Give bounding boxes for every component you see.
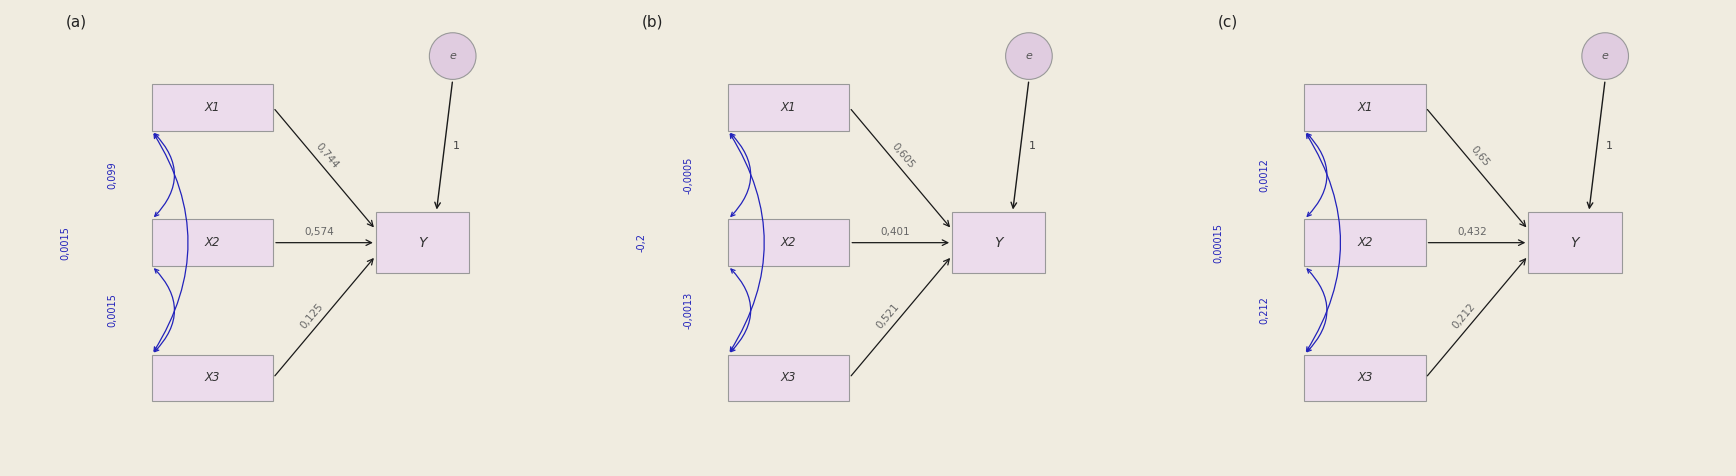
FancyBboxPatch shape bbox=[727, 219, 849, 266]
Text: 0,212: 0,212 bbox=[1451, 302, 1477, 331]
Text: X2: X2 bbox=[205, 236, 220, 249]
FancyArrowPatch shape bbox=[1307, 134, 1340, 351]
Text: 0,0015: 0,0015 bbox=[108, 293, 116, 327]
FancyArrowPatch shape bbox=[1307, 134, 1326, 217]
Text: -0,0013: -0,0013 bbox=[684, 292, 693, 329]
Text: X3: X3 bbox=[781, 371, 797, 385]
Text: 0,521: 0,521 bbox=[875, 302, 901, 331]
FancyArrowPatch shape bbox=[155, 134, 174, 217]
FancyBboxPatch shape bbox=[151, 84, 273, 131]
Text: X1: X1 bbox=[781, 101, 797, 114]
Text: 0,212: 0,212 bbox=[1260, 297, 1269, 324]
Circle shape bbox=[1005, 33, 1052, 79]
Text: X2: X2 bbox=[781, 236, 797, 249]
Text: (a): (a) bbox=[66, 14, 87, 29]
FancyArrowPatch shape bbox=[155, 269, 174, 352]
Text: 0,65: 0,65 bbox=[1469, 144, 1491, 168]
Text: -0,2: -0,2 bbox=[637, 233, 648, 252]
Text: 0,605: 0,605 bbox=[891, 141, 917, 170]
FancyArrowPatch shape bbox=[731, 269, 750, 352]
Text: 0,125: 0,125 bbox=[299, 302, 325, 331]
FancyArrowPatch shape bbox=[731, 134, 750, 217]
Text: (c): (c) bbox=[1219, 14, 1238, 29]
Text: 0,0015: 0,0015 bbox=[61, 226, 71, 259]
Text: X3: X3 bbox=[1358, 371, 1373, 385]
FancyBboxPatch shape bbox=[151, 219, 273, 266]
Text: 0,00015: 0,00015 bbox=[1213, 223, 1222, 263]
Text: Y: Y bbox=[995, 236, 1003, 250]
Text: 1: 1 bbox=[1606, 141, 1613, 151]
Text: X3: X3 bbox=[205, 371, 220, 385]
FancyBboxPatch shape bbox=[1528, 212, 1621, 273]
FancyBboxPatch shape bbox=[951, 212, 1045, 273]
Text: X1: X1 bbox=[205, 101, 220, 114]
FancyArrowPatch shape bbox=[155, 134, 187, 351]
FancyBboxPatch shape bbox=[1304, 355, 1425, 401]
Text: 0,0012: 0,0012 bbox=[1260, 158, 1269, 192]
Text: 0,432: 0,432 bbox=[1457, 228, 1486, 238]
Text: e: e bbox=[1602, 51, 1609, 61]
Text: e: e bbox=[450, 51, 457, 61]
FancyArrowPatch shape bbox=[1307, 269, 1326, 352]
FancyBboxPatch shape bbox=[1304, 219, 1425, 266]
Text: 0,099: 0,099 bbox=[108, 161, 116, 189]
Circle shape bbox=[1581, 33, 1628, 79]
Text: Y: Y bbox=[418, 236, 427, 250]
Text: 0,574: 0,574 bbox=[304, 228, 333, 238]
Text: 1: 1 bbox=[1029, 141, 1036, 151]
FancyBboxPatch shape bbox=[727, 355, 849, 401]
Text: -0,0005: -0,0005 bbox=[684, 156, 693, 194]
Text: e: e bbox=[1026, 51, 1033, 61]
Text: 1: 1 bbox=[453, 141, 460, 151]
Circle shape bbox=[429, 33, 476, 79]
Text: X2: X2 bbox=[1358, 236, 1373, 249]
FancyBboxPatch shape bbox=[1304, 84, 1425, 131]
FancyBboxPatch shape bbox=[375, 212, 469, 273]
Text: 0,744: 0,744 bbox=[314, 141, 340, 170]
Text: Y: Y bbox=[1571, 236, 1580, 250]
Text: (b): (b) bbox=[642, 14, 663, 29]
FancyBboxPatch shape bbox=[151, 355, 273, 401]
FancyBboxPatch shape bbox=[727, 84, 849, 131]
FancyArrowPatch shape bbox=[731, 134, 764, 351]
Text: 0,401: 0,401 bbox=[880, 228, 910, 238]
Text: X1: X1 bbox=[1358, 101, 1373, 114]
